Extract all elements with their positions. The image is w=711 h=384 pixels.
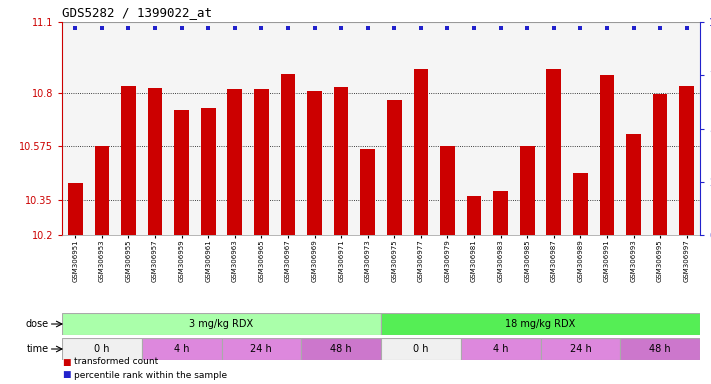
Bar [381,313,700,335]
Bar [493,191,508,235]
Text: 48 h: 48 h [331,344,352,354]
Text: 18 mg/kg RDX: 18 mg/kg RDX [506,319,576,329]
Text: 3 mg/kg RDX: 3 mg/kg RDX [189,319,254,329]
Bar [620,338,700,360]
Text: ■: ■ [62,371,70,379]
Bar [174,109,189,235]
Bar [540,338,620,360]
Text: GDS5282 / 1399022_at: GDS5282 / 1399022_at [62,7,212,20]
Bar [222,338,301,360]
Text: 0 h: 0 h [94,344,109,354]
Bar [520,146,535,235]
Bar [62,338,141,360]
Bar [68,183,82,235]
Bar [599,75,614,235]
Bar [62,313,381,335]
Bar [573,174,588,235]
Text: dose: dose [26,319,49,329]
Bar [360,149,375,235]
Bar [547,70,561,235]
Bar [281,74,295,235]
Bar [254,89,269,235]
Bar [680,86,694,235]
Text: time: time [26,344,49,354]
Bar [228,89,242,235]
Text: percentile rank within the sample: percentile rank within the sample [74,371,227,379]
Text: 4 h: 4 h [174,344,189,354]
Bar [387,100,402,235]
Text: 48 h: 48 h [649,344,671,354]
Bar [307,91,322,235]
Text: 0 h: 0 h [413,344,429,354]
Text: 24 h: 24 h [250,344,272,354]
Text: 4 h: 4 h [493,344,508,354]
Bar [440,146,455,235]
Text: ■: ■ [62,358,70,366]
Bar [414,70,428,235]
Bar [301,338,381,360]
Bar [148,88,162,235]
Bar [201,108,215,235]
Bar [141,338,222,360]
Text: transformed count: transformed count [74,358,159,366]
Bar [95,146,109,235]
Text: 24 h: 24 h [570,344,592,354]
Bar [626,134,641,235]
Bar [334,87,348,235]
Bar [653,94,668,235]
Bar [466,196,481,235]
Bar [461,338,540,360]
Bar [121,86,136,235]
Bar [381,338,461,360]
